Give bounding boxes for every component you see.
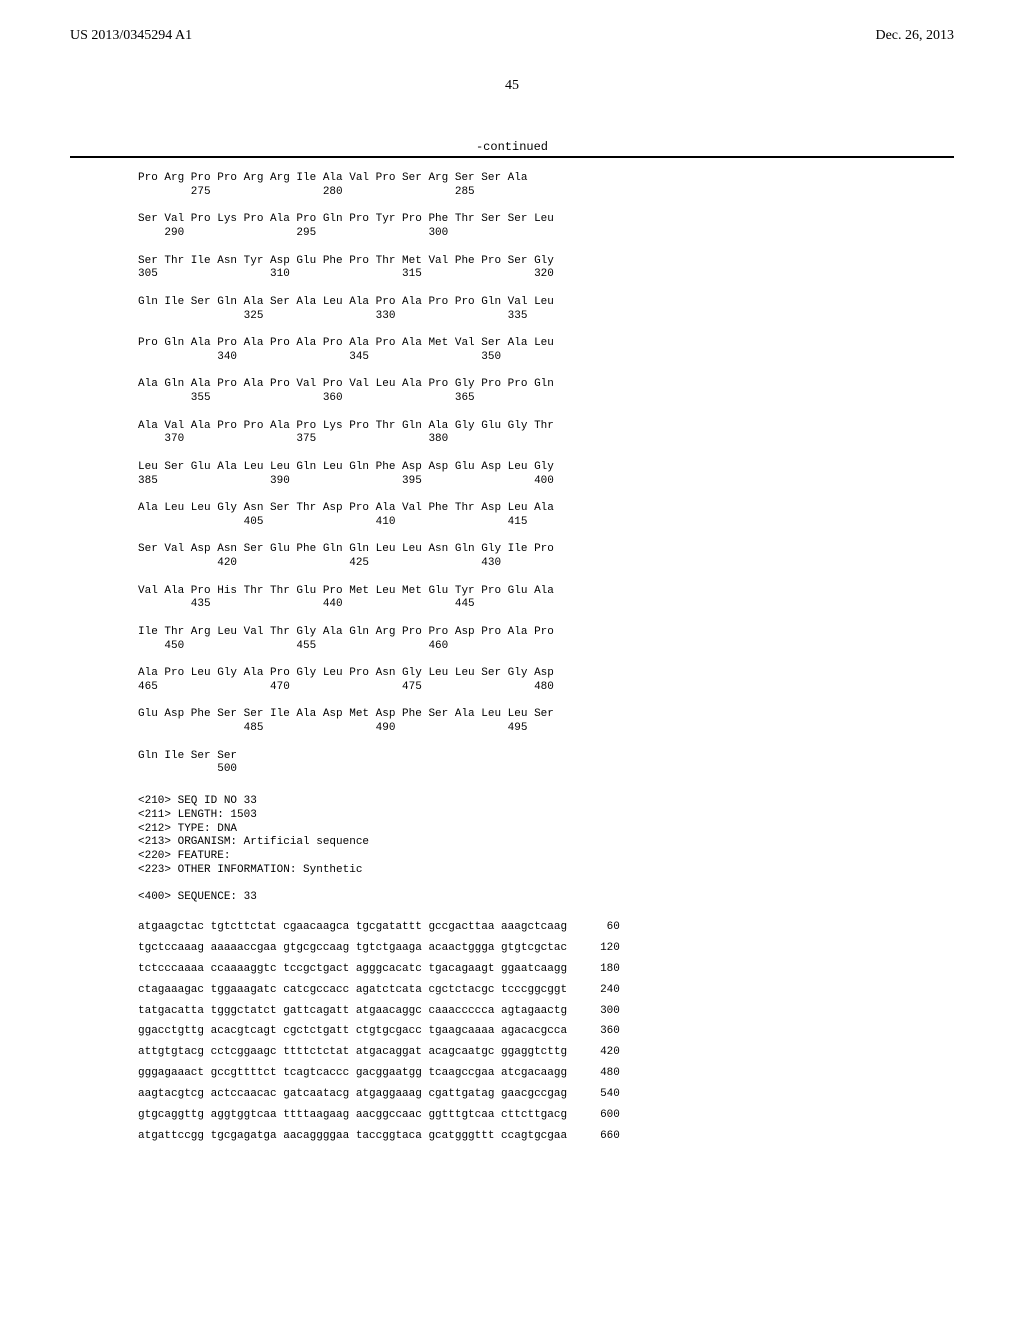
sequence-metadata: <210> SEQ ID NO 33 <211> LENGTH: 1503 <2… [138,795,1024,905]
protein-sequence-block: Pro Arg Pro Pro Arg Arg Ile Ala Val Pro … [138,172,1024,777]
nucleotide-sequence-block: atgaagctac tgtcttctat cgaacaagca tgcgata… [138,917,1024,1147]
pub-date: Dec. 26, 2013 [875,28,954,44]
patent-number: US 2013/0345294 A1 [70,28,192,44]
divider-top [70,156,954,158]
continued-label: -continued [0,140,1024,154]
page-number: 45 [0,78,1024,94]
